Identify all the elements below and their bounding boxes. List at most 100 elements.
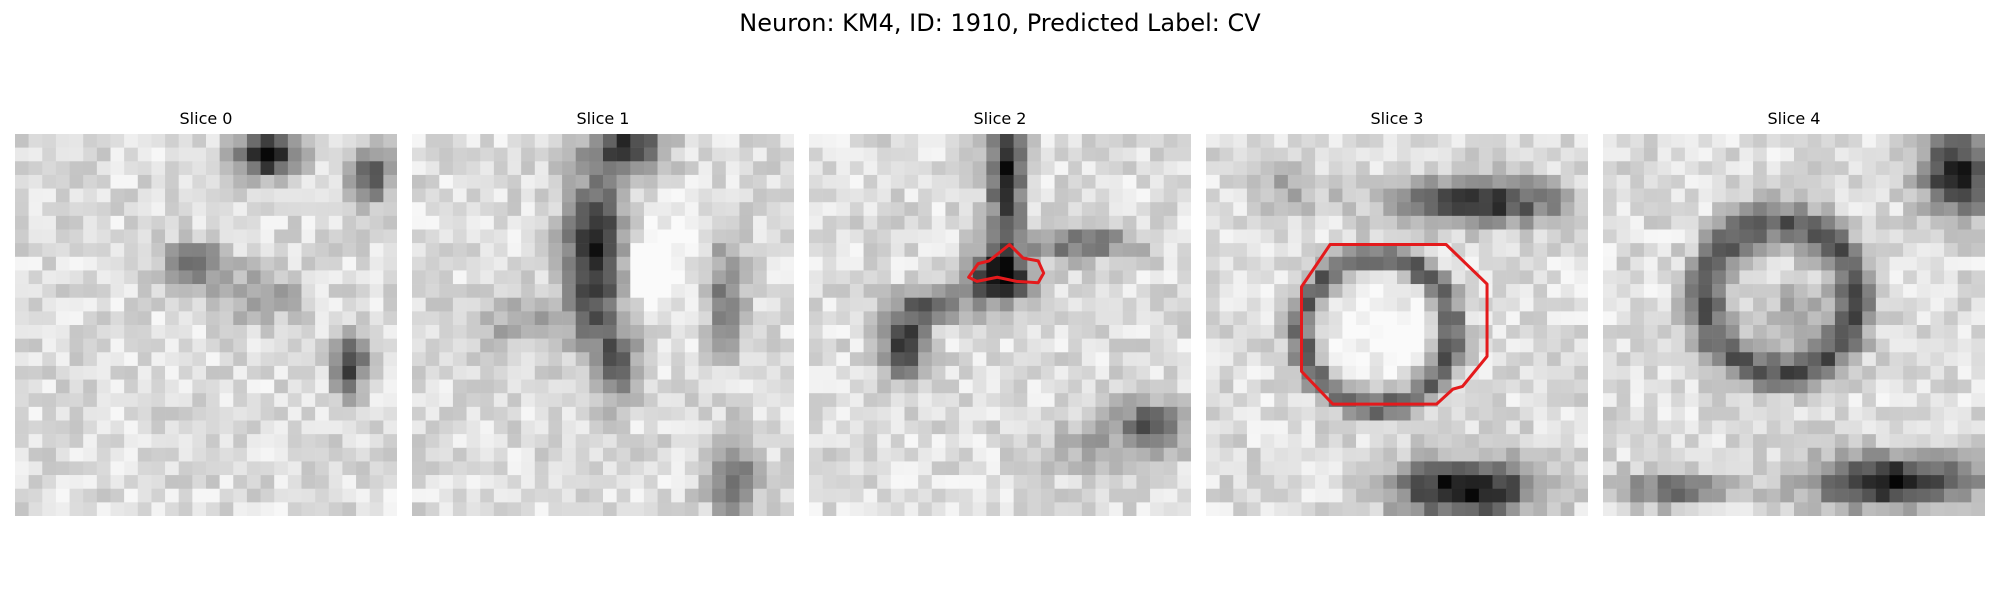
pixel xyxy=(1068,134,1083,148)
pixel xyxy=(630,297,645,312)
pixel xyxy=(1807,338,1822,353)
pixel xyxy=(1657,161,1672,176)
pixel xyxy=(725,502,740,516)
pixel xyxy=(904,502,919,516)
pixel xyxy=(822,365,837,380)
pixel xyxy=(918,488,933,503)
pixel xyxy=(1356,447,1370,462)
pixel xyxy=(383,202,397,217)
pixel xyxy=(1630,393,1645,408)
pixel xyxy=(972,502,987,516)
pixel xyxy=(1287,365,1302,380)
pixel xyxy=(616,393,631,408)
pixel xyxy=(1410,134,1425,148)
pixel xyxy=(1753,475,1767,489)
pixel xyxy=(1437,461,1452,476)
pixel xyxy=(1013,338,1028,353)
pixel xyxy=(356,488,370,503)
pixel xyxy=(1560,161,1575,176)
pixel xyxy=(1013,475,1028,489)
pixel xyxy=(616,502,631,516)
pixel xyxy=(165,420,179,435)
pixel xyxy=(1233,365,1248,380)
pixel xyxy=(42,311,57,326)
pixel xyxy=(1643,202,1658,217)
pixel xyxy=(1630,502,1645,516)
pixel xyxy=(1109,434,1124,449)
pixel xyxy=(1875,270,1890,285)
pixel xyxy=(1040,215,1055,230)
pixel xyxy=(42,256,57,271)
pixel xyxy=(1862,229,1877,244)
pixel xyxy=(1274,256,1289,271)
pixel xyxy=(603,174,617,189)
pixel xyxy=(192,161,207,176)
pixel xyxy=(1684,488,1699,503)
pixel xyxy=(1122,134,1137,148)
pixel xyxy=(507,161,522,176)
pixel xyxy=(1862,188,1877,203)
pixel xyxy=(575,147,590,162)
pixel xyxy=(192,406,207,421)
pixel xyxy=(1903,215,1918,230)
pixel xyxy=(55,284,70,298)
pixel xyxy=(1519,461,1534,476)
pixel xyxy=(1274,338,1289,353)
pixel xyxy=(480,325,495,339)
pixel xyxy=(1081,379,1096,394)
pixel xyxy=(1383,202,1398,217)
pixel xyxy=(643,243,658,258)
slice-panel-2: Slice 2 xyxy=(809,108,1191,516)
pixel xyxy=(83,202,98,217)
pixel xyxy=(452,393,467,408)
pixel xyxy=(1465,475,1480,489)
pixel xyxy=(439,311,454,326)
pixel xyxy=(986,325,1001,339)
pixel xyxy=(1136,243,1151,258)
pixel xyxy=(1136,338,1151,353)
pixel xyxy=(698,475,713,489)
pixel xyxy=(548,188,563,203)
pixel xyxy=(315,475,330,489)
pixel xyxy=(836,134,851,148)
pixel xyxy=(1246,174,1261,189)
pixel xyxy=(1780,297,1795,312)
pixel xyxy=(1739,134,1754,148)
pixel xyxy=(151,502,166,516)
pixel xyxy=(1095,461,1110,476)
pixel xyxy=(684,325,699,339)
pixel xyxy=(1739,161,1754,176)
pixel xyxy=(493,379,508,394)
pixel xyxy=(1122,297,1137,312)
pixel xyxy=(83,325,98,339)
pixel xyxy=(206,393,220,408)
pixel xyxy=(657,284,672,298)
pixel xyxy=(69,256,84,271)
pixel xyxy=(1848,352,1863,367)
pixel xyxy=(643,420,658,435)
pixel xyxy=(1671,488,1686,503)
pixel xyxy=(301,161,316,176)
pixel xyxy=(219,488,234,503)
pixel xyxy=(1095,406,1110,421)
pixel xyxy=(110,379,125,394)
pixel xyxy=(1574,393,1588,408)
pixel xyxy=(1753,215,1767,230)
pixel xyxy=(1725,134,1740,148)
pixel xyxy=(863,270,878,285)
pixel xyxy=(178,174,193,189)
pixel xyxy=(28,461,43,476)
pixel xyxy=(1519,475,1534,489)
pixel xyxy=(1260,311,1275,326)
pixel xyxy=(369,215,384,230)
pixel xyxy=(1957,488,1972,503)
pixel xyxy=(1068,338,1083,353)
pixel xyxy=(219,229,234,244)
pixel xyxy=(643,188,658,203)
pixel xyxy=(863,502,878,516)
pixel xyxy=(1643,147,1658,162)
pixel xyxy=(1109,229,1124,244)
pixel xyxy=(439,297,454,312)
pixel xyxy=(1930,393,1945,408)
pixel xyxy=(1643,352,1658,367)
